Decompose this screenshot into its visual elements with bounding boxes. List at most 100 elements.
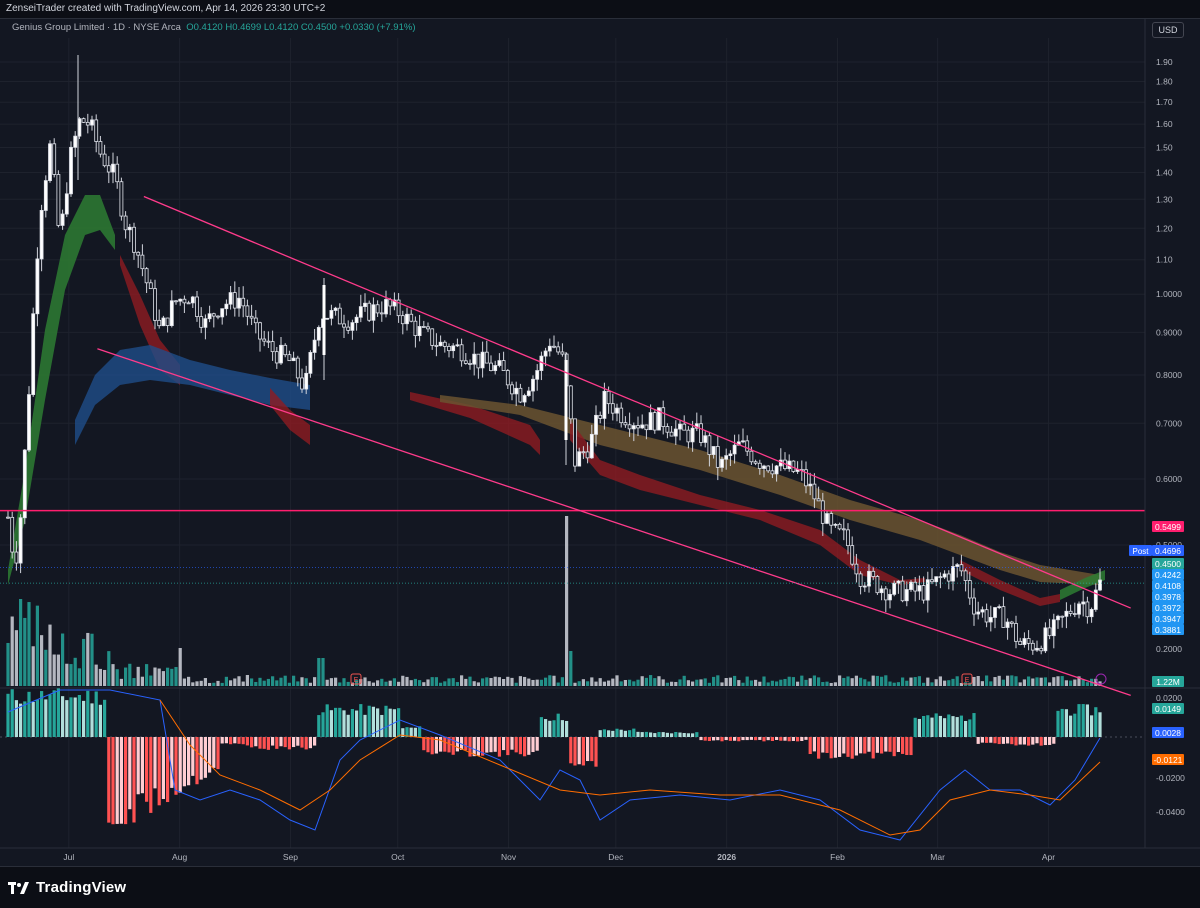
volume-bar [863, 679, 867, 686]
price-tick-label: 1.50 [1156, 143, 1173, 153]
volume-bar [674, 681, 678, 686]
macd-histogram-bar [397, 708, 401, 737]
macd-histogram-bar [321, 712, 325, 737]
volume-bar [292, 675, 296, 686]
macd-histogram-bar [964, 720, 968, 737]
macd-histogram-bar [283, 737, 287, 748]
candle-body [703, 435, 708, 443]
price-tick-label: 1.30 [1156, 194, 1173, 204]
lightning-icon [1095, 673, 1107, 685]
volume-bar [296, 681, 300, 686]
volume-bar [707, 682, 711, 686]
candle-body [216, 315, 220, 318]
volume-bar [573, 682, 577, 686]
price-tick-label: 1.60 [1156, 119, 1173, 129]
volume-bar [569, 651, 573, 686]
macd-histogram-bar [733, 737, 737, 741]
macd-histogram-bar [565, 720, 569, 737]
macd-histogram-bar [502, 737, 506, 751]
candle-body [900, 580, 905, 602]
candle-body [766, 465, 771, 472]
macd-histogram-bar [292, 737, 296, 748]
currency-button[interactable]: USD [1152, 22, 1184, 38]
volume-bar [262, 680, 266, 686]
candle-body [913, 581, 918, 592]
macd-histogram-bar [426, 737, 430, 753]
candle-body [686, 429, 691, 443]
volume-bar [94, 664, 98, 686]
macd-badge [1152, 703, 1184, 714]
volume-bar [1060, 676, 1064, 686]
macd-histogram-bar [871, 737, 875, 759]
candle-body [946, 573, 951, 582]
earnings-marker [350, 673, 362, 685]
candle-body [1077, 603, 1081, 615]
volume-bar [1043, 677, 1047, 686]
candle-body [934, 576, 939, 583]
time-axis[interactable]: Jul Aug Sep Oct Nov Dec 2026 Feb Mar Apr [0, 847, 1200, 862]
macd-histogram-bar [203, 737, 207, 778]
macd-histogram-bar [703, 737, 707, 741]
volume-bar [1056, 676, 1060, 686]
candle-body [619, 407, 624, 424]
macd-histogram-bar [766, 737, 770, 741]
volume-bar [623, 679, 627, 686]
volume-bar [250, 678, 254, 686]
volume-bar [229, 680, 233, 686]
time-tick-label: 2026 [717, 852, 736, 862]
candle-body [237, 297, 241, 309]
candle-body [203, 318, 208, 328]
macd-histogram-bar [224, 737, 228, 744]
macd-histogram-bar [19, 703, 23, 737]
macd-histogram-bar [1043, 737, 1047, 746]
candle-body [140, 254, 145, 270]
candle-body [102, 153, 107, 167]
candle-body [1089, 609, 1094, 618]
macd-histogram-bar [510, 737, 514, 750]
volume-bar [728, 677, 732, 686]
volume-bar [510, 677, 514, 686]
price-tick-label: 0.9000 [1156, 327, 1182, 337]
volume-bar [98, 668, 102, 686]
candle-body [757, 462, 762, 469]
symbol-legend[interactable]: Genius Group Limited · 1D · NYSE Arca O0… [12, 22, 415, 33]
volume-bar [607, 680, 611, 686]
candle-body [1064, 610, 1069, 617]
candle-body [241, 297, 246, 307]
volume-bar [1018, 682, 1022, 686]
candle-body [358, 306, 363, 318]
volume-bar [451, 678, 455, 686]
volume-bar [464, 678, 468, 686]
candle-body [598, 414, 603, 419]
volume-bar [90, 633, 94, 686]
candle-body [413, 320, 418, 337]
macd-histogram-bar [82, 700, 86, 737]
candle-body [1098, 579, 1102, 591]
macd-histogram-bar [926, 715, 930, 737]
candle-body [1051, 619, 1056, 637]
macd-histogram-bar [880, 737, 884, 754]
macd-histogram-bar [443, 737, 447, 752]
volume-bar [804, 679, 808, 686]
candle-body [1072, 613, 1077, 615]
volume-bar [552, 675, 556, 686]
candle-body [724, 455, 729, 460]
candle-body [316, 327, 321, 341]
macd-histogram-bar [31, 701, 35, 737]
volume-bar [1077, 676, 1081, 686]
candle-body [291, 357, 296, 362]
volume-bar [355, 680, 359, 686]
volume-bar [959, 682, 963, 686]
macd-histogram-bar [1039, 737, 1043, 746]
macd-histogram-bar [821, 737, 825, 753]
volume-bar [422, 682, 426, 686]
tradingview-logo[interactable]: TradingView [8, 879, 126, 896]
price-axis[interactable]: 1.90 1.80 1.70 1.60 1.50 1.40 1.30 1.20 1.10 1.00… [1129, 18, 1185, 848]
macd-histogram-bar [791, 737, 795, 741]
macd-histogram-bar [233, 737, 237, 744]
volume-bar [19, 598, 23, 686]
macd-histogram-bar [1010, 737, 1014, 745]
macd-histogram-bar [934, 713, 938, 737]
price-badge-label: 0.3881 [1155, 625, 1181, 635]
